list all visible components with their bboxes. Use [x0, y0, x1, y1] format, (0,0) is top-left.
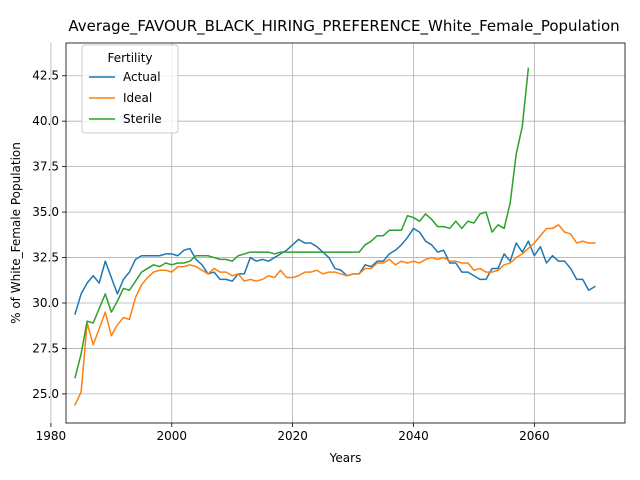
y-tick-label: 32.5: [32, 251, 59, 265]
legend-label-actual: Actual: [123, 70, 161, 84]
legend-box: [81, 44, 179, 134]
y-tick-label: 42.5: [32, 69, 59, 83]
series-lines: [74, 67, 596, 406]
y-tick-label: 30.0: [32, 296, 59, 310]
y-tick-label: 40.0: [32, 114, 59, 128]
legend-label-sterile: Sterile: [123, 112, 162, 126]
legend-title: Fertility: [107, 51, 152, 65]
x-tick-label: 2040: [398, 429, 429, 443]
legend-label-ideal: Ideal: [123, 91, 152, 105]
x-tick-label: 2060: [519, 429, 550, 443]
x-axis-ticks: 1980 2000 2020 2040 2060: [36, 423, 550, 443]
y-tick-label: 35.0: [32, 205, 59, 219]
y-tick-label: 37.5: [32, 160, 59, 174]
y-axis-ticks: 25.0 27.5 30.0 32.5 35.0 37.5 40.0 42.5: [32, 69, 66, 401]
series-line-sterile: [74, 67, 530, 379]
legend-items: Actual Ideal Sterile: [89, 70, 162, 126]
legend: Fertility Actual Ideal Sterile: [81, 44, 179, 134]
plot-frame: [65, 42, 626, 424]
x-tick-label: 2020: [277, 429, 308, 443]
x-axis-label: Years: [329, 451, 362, 465]
y-tick-label: 27.5: [32, 341, 59, 355]
y-axis-label: % of White_Female Population: [9, 142, 23, 324]
series-line-ideal: [74, 224, 596, 406]
chart-title: Average_FAVOUR_BLACK_HIRING_PREFERENCE_W…: [68, 17, 619, 36]
y-tick-label: 25.0: [32, 387, 59, 401]
x-tick-label: 1980: [36, 429, 67, 443]
x-tick-label: 2000: [156, 429, 187, 443]
series-line-actual: [74, 227, 596, 315]
